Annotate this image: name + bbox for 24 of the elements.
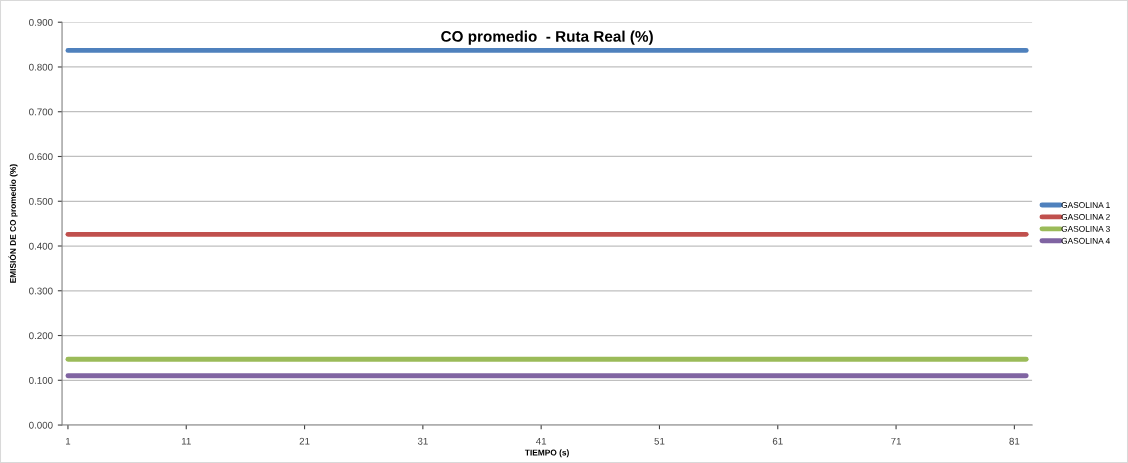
x-tick-label: 61 xyxy=(772,437,783,445)
x-tick-label: 41 xyxy=(535,437,547,445)
legend-label: GASOLINA 4 xyxy=(1061,237,1110,244)
y-tick-label: 0.800 xyxy=(29,63,53,71)
y-tick-label: 0.300 xyxy=(29,287,53,295)
x-axis-title: TIEMPO (s) xyxy=(524,449,569,458)
x-tick-label: 51 xyxy=(654,437,665,445)
x-tick-label: 1 xyxy=(65,437,71,445)
y-tick-label: 0.100 xyxy=(29,377,53,384)
y-tick-label: 0.000 xyxy=(29,421,53,429)
y-tick-label: 0.500 xyxy=(29,197,53,205)
text: CO promedio - Ruta Real (%) xyxy=(441,30,653,45)
y-tick-label: 0.600 xyxy=(29,153,53,161)
y-tick-label: 0.700 xyxy=(29,108,53,116)
x-tick-label: 21 xyxy=(299,437,310,445)
x-tick-label: 31 xyxy=(417,437,428,445)
x-tick-label: 71 xyxy=(891,437,902,445)
x-tick-label: 81 xyxy=(1009,437,1020,445)
legend-label: GASOLINA 3 xyxy=(1061,225,1110,232)
y-tick-label: 0.200 xyxy=(29,332,53,340)
y-axis-title: EMISIÓN DE CO promedio (%) xyxy=(8,164,18,283)
y-tick-label: 0.900 xyxy=(29,18,53,26)
x-tick-label: 11 xyxy=(181,437,191,445)
y-tick-label: 0.400 xyxy=(29,242,53,250)
